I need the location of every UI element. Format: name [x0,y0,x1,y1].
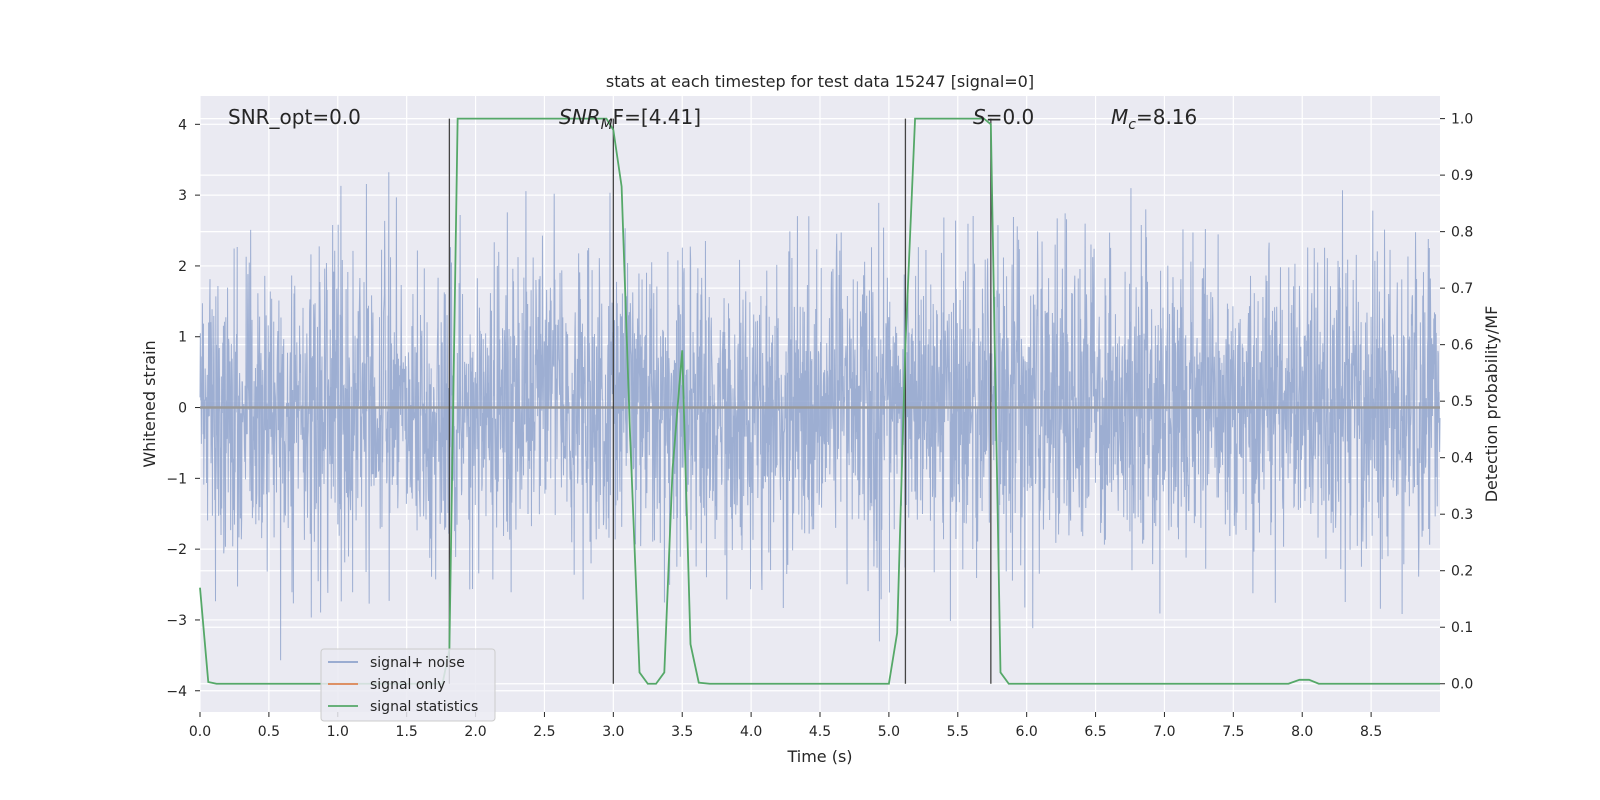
x-tick-label-0: 0.0 [189,724,211,740]
signal-statistics-series [199,117,1440,685]
annotation-mc: Mc=8.16 [1111,105,1197,133]
x-tick-label-6: 3.0 [602,724,624,740]
legend-label-noise: signal+ noise [370,655,465,671]
legend-label-signal-only: signal only [370,677,445,693]
y-right-tick-label-10: 0.0 [1451,677,1473,693]
y-right-tick-label-9: 0.1 [1451,620,1473,636]
y-right-tick-label-0: 1.0 [1451,112,1473,128]
y-right-tick-label-7: 0.3 [1451,507,1473,523]
x-tick-label-16: 8.0 [1291,724,1313,740]
x-tick-label-17: 8.5 [1360,724,1382,740]
y-left-tick-label-8: −4 [166,684,187,700]
chart-title: stats at each timestep for test data 152… [606,72,1034,91]
legend: signal+ noise signal only signal statist… [320,648,496,722]
x-axis-label: Time (s) [786,747,852,766]
vertical-markers [448,118,992,684]
x-tick-label-14: 7.0 [1153,724,1175,740]
y-right-axis-label: Detection probability/MF [1482,306,1501,503]
y-left-tick-label-5: −1 [166,471,187,487]
x-tick-label-7: 3.5 [671,724,693,740]
annotation-snr-mf: SNRMF=[4.41] [559,105,701,133]
annotation-snr-opt: SNR_opt=0.0 [228,105,361,129]
y-left-tick-label-3: 1 [178,330,187,346]
y-right-tick-label-6: 0.4 [1451,451,1473,467]
snr-mf-prefix: SNR [559,105,601,129]
x-tick-label-4: 2.0 [464,724,486,740]
mc-sub: c [1128,117,1136,133]
y-left-tick-label-1: 3 [178,188,187,204]
x-axis-ticks: 0.0 0.5 1.0 1.5 2.0 2.5 3.0 3.5 4.0 4.5 5.0 5.5 6.0 6… [189,712,1382,740]
x-tick-label-3: 1.5 [396,724,418,740]
y-right-tick-label-3: 0.7 [1451,281,1473,297]
s-symbol: S [973,105,986,129]
x-tick-label-5: 2.5 [533,724,555,740]
y-left-tick-label-6: −2 [166,542,187,558]
y-right-axis-ticks: 1.0 0.9 0.8 0.7 0.6 0.5 0.4 0.3 0.2 0.1 0.0 [1440,112,1473,693]
x-tick-label-13: 6.5 [1084,724,1106,740]
y-left-axis-ticks: 4 3 2 1 0 −1 −2 −3 −4 [166,117,200,700]
y-left-tick-label-7: −3 [166,613,187,629]
annotation-s: S=0.0 [973,105,1034,129]
mc-value: =8.16 [1136,105,1197,129]
x-tick-label-2: 1.0 [327,724,349,740]
statistics-line [199,117,1440,685]
y-left-tick-label-0: 4 [178,117,187,133]
x-tick-label-11: 5.5 [947,724,969,740]
legend-box [320,648,496,722]
y-right-tick-label-1: 0.9 [1451,168,1473,184]
x-tick-label-8: 4.0 [740,724,762,740]
x-tick-label-9: 4.5 [809,724,831,740]
y-right-tick-label-4: 0.6 [1451,338,1473,354]
x-tick-label-10: 5.0 [878,724,900,740]
x-tick-label-1: 0.5 [258,724,280,740]
snr-mf-suffix: F=[4.41] [613,105,701,129]
y-right-tick-label-8: 0.2 [1451,564,1473,580]
legend-label-statistics: signal statistics [370,699,478,715]
snr-mf-sub: M [601,117,613,133]
y-right-tick-label-5: 0.5 [1451,394,1473,410]
x-tick-label-15: 7.5 [1222,724,1244,740]
mc-symbol: M [1111,105,1128,129]
s-value: =0.0 [986,105,1035,129]
y-left-tick-label-4: 0 [178,401,187,417]
y-right-tick-label-2: 0.8 [1451,225,1473,241]
x-tick-label-12: 6.0 [1016,724,1038,740]
y-left-axis-label: Whitened strain [140,340,159,467]
y-left-tick-label-2: 2 [178,259,187,275]
